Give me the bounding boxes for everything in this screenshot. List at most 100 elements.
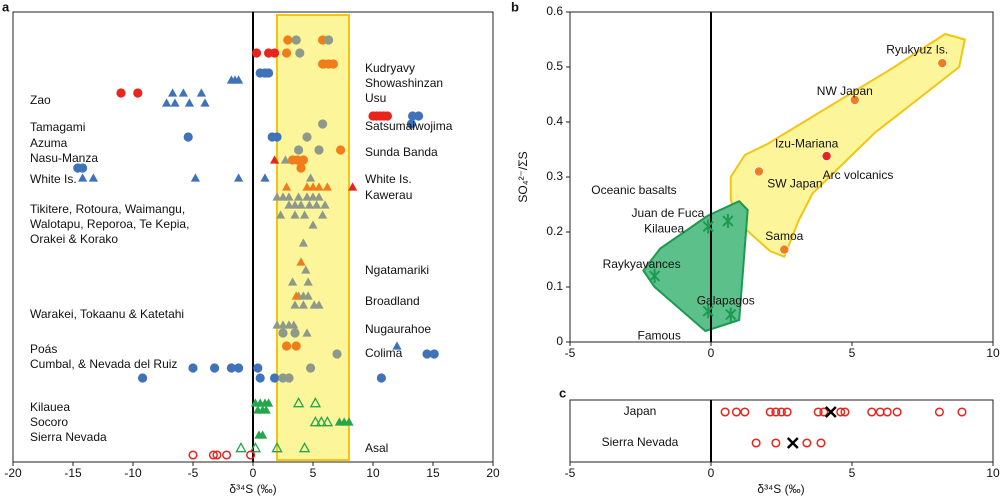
point: [849, 95, 860, 106]
point: [170, 98, 180, 107]
point: [234, 363, 244, 373]
point: [264, 68, 274, 78]
point: [284, 200, 294, 209]
point: [296, 200, 306, 209]
point: [272, 192, 282, 201]
point: [312, 200, 322, 209]
point: [252, 48, 262, 58]
x-tick-label: 20: [486, 466, 500, 480]
point: [320, 200, 330, 209]
panel-a-title: a: [2, 0, 10, 14]
point: [376, 373, 386, 383]
x-tick-label: 10: [366, 466, 380, 480]
point: [298, 155, 308, 165]
point: [133, 88, 143, 98]
x-axis-label: δ³⁴S (‰): [757, 482, 804, 496]
site-label: Usu: [365, 91, 386, 105]
x-tick-label: 10: [986, 466, 1000, 480]
point: [821, 151, 832, 162]
x-tick-label: 5: [849, 466, 856, 480]
point: [308, 220, 318, 229]
point: [78, 163, 88, 173]
point: [226, 363, 236, 373]
point: [702, 304, 714, 319]
point-label: NW Japan: [817, 84, 873, 98]
point-label: Raykyavances: [603, 257, 681, 271]
site-label: Orakei & Korako: [30, 232, 118, 246]
region: [642, 200, 749, 332]
point: [246, 450, 256, 460]
point: [344, 417, 354, 426]
point: [406, 119, 416, 129]
y-tick-label: 0.3: [546, 169, 563, 183]
site-label: Satsumaiwojima: [365, 119, 453, 133]
point: [280, 155, 290, 164]
site-label: Nugaurahoe: [365, 322, 431, 336]
point: [188, 450, 198, 460]
point: [765, 407, 775, 417]
point: [648, 269, 661, 283]
point: [260, 173, 270, 182]
point: [255, 373, 265, 383]
point: [291, 291, 301, 300]
point: [382, 111, 392, 121]
point: [200, 98, 210, 107]
point: [753, 166, 764, 177]
point: [303, 277, 313, 286]
site-label: White Is.: [30, 172, 77, 186]
point: [302, 182, 312, 191]
site-label: Showashinzan: [365, 76, 443, 90]
x-tick-label: -20: [4, 466, 22, 480]
point: [282, 341, 292, 351]
point: [309, 416, 322, 427]
site-label: Nasu-Manza: [30, 151, 98, 165]
site-label: Colima: [365, 346, 403, 360]
point: [348, 182, 358, 191]
x-tick-label: -5: [565, 346, 576, 360]
point: [303, 291, 313, 300]
site-label: Tikitere, Rotoura, Waimangu,: [30, 202, 185, 216]
x-tick-label: -10: [124, 466, 142, 480]
point: [318, 210, 328, 219]
point: [840, 407, 850, 417]
point: [271, 442, 283, 453]
point: [304, 200, 314, 209]
point: [392, 341, 402, 350]
point-label: Kilauea: [644, 222, 684, 236]
annotation: Oceanic basalts: [591, 183, 676, 197]
point: [302, 132, 312, 142]
region: [729, 33, 966, 258]
point: [282, 182, 292, 191]
point: [264, 398, 274, 407]
site-label: Cumbal, & Nevada del Ruiz: [30, 357, 177, 371]
y-tick-label: 0.2: [546, 224, 563, 238]
x-tick-label: 10: [986, 346, 1000, 360]
point-label: Ryukyuz Is.: [886, 42, 948, 56]
category-label: Sierra Nevada: [602, 435, 679, 449]
point: [278, 192, 288, 201]
point: [934, 407, 944, 417]
point: [321, 416, 334, 427]
site-label: Poás: [30, 342, 57, 356]
site-label: White Is.: [365, 172, 412, 186]
point: [779, 244, 790, 255]
y-tick-label: 0: [556, 334, 563, 348]
point: [284, 192, 294, 201]
mean-mark: [825, 406, 837, 418]
point: [78, 173, 88, 182]
x-tick-label: -15: [64, 466, 82, 480]
point: [283, 35, 293, 45]
point: [302, 328, 312, 337]
point: [294, 145, 304, 155]
point: [771, 438, 781, 448]
x-tick-label: 5: [849, 346, 856, 360]
x-tick-label: 15: [426, 466, 440, 480]
point: [212, 450, 222, 460]
point: [116, 88, 126, 98]
point: [270, 48, 280, 58]
point: [725, 307, 737, 322]
point: [315, 416, 328, 427]
point: [300, 210, 310, 219]
point: [819, 407, 829, 417]
